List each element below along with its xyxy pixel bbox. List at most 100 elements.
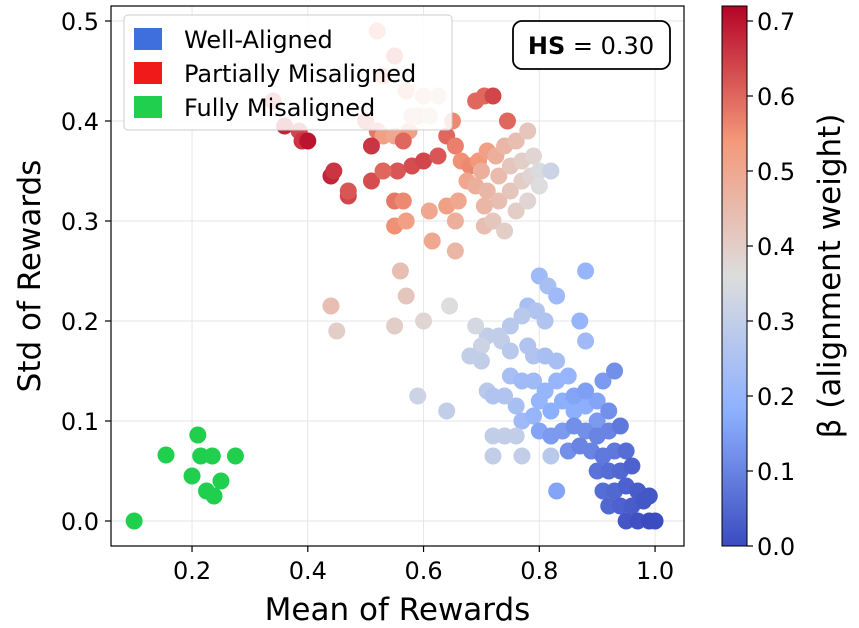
data-point	[623, 457, 641, 475]
data-point	[536, 312, 554, 330]
data-point	[389, 162, 406, 180]
data-point	[513, 447, 531, 465]
data-point	[394, 132, 412, 150]
data-point	[646, 512, 664, 530]
y-axis-label: Std of Rewards	[12, 160, 48, 393]
data-point	[507, 427, 525, 445]
data-point	[507, 132, 525, 150]
data-point	[548, 287, 566, 305]
data-point	[525, 372, 543, 390]
data-point	[472, 162, 490, 180]
colorbar-tick-label: 0.4	[757, 233, 795, 261]
data-point	[189, 426, 207, 444]
x-axis-label: Mean of Rewards	[265, 592, 531, 628]
data-point	[525, 147, 543, 165]
data-point	[577, 262, 595, 280]
y-tick-label: 0.4	[61, 108, 99, 136]
hs-box	[512, 20, 671, 70]
colorbar-tick-label: 0.3	[757, 308, 795, 336]
x-tick-label: 0.4	[289, 557, 327, 585]
data-point	[203, 447, 221, 465]
y-tick-label: 0.3	[61, 208, 99, 236]
colorbar-tick-label: 0.5	[757, 158, 795, 186]
data-point	[530, 392, 548, 410]
y-axis-ticks: 0.0 0.1 0.2 0.3 0.4 0.5	[61, 8, 111, 536]
hs-bold: HS	[528, 32, 565, 60]
x-tick-label: 1.0	[636, 557, 674, 585]
data-point	[415, 152, 433, 170]
data-point	[409, 387, 427, 405]
data-point	[496, 222, 514, 240]
data-point	[501, 317, 519, 335]
data-point	[467, 317, 485, 335]
data-point	[420, 202, 438, 220]
legend-label-fully-misaligned: Fully Misaligned	[184, 94, 375, 122]
legend-swatch-fully-misaligned	[134, 96, 162, 118]
colorbar-tick-label: 0.7	[757, 8, 795, 36]
data-point	[475, 197, 493, 215]
data-point	[559, 367, 577, 385]
plot-frame	[110, 5, 685, 547]
data-point	[205, 487, 223, 505]
data-point	[423, 232, 441, 250]
data-point	[484, 387, 502, 405]
data-point	[449, 192, 467, 210]
data-point	[484, 87, 502, 105]
legend-swatch-partially-misaligned	[134, 62, 162, 84]
data-point	[478, 182, 496, 200]
legend-label-well-aligned: Well-Aligned	[184, 26, 333, 54]
colorbar-ticks: 0.0 0.1 0.2 0.3 0.4 0.5 0.6 0.7	[747, 8, 795, 561]
data-point	[606, 362, 624, 380]
data-point	[594, 372, 612, 390]
data-point	[322, 297, 340, 315]
data-point	[446, 212, 464, 230]
data-point	[519, 192, 537, 210]
data-point	[484, 212, 502, 230]
colorbar-tick-label: 0.2	[757, 383, 795, 411]
data-point	[183, 467, 201, 485]
colorbar-label: β (alignment weight)	[812, 114, 848, 439]
hs-text: HS = 0.30	[528, 32, 654, 60]
data-point	[299, 132, 317, 150]
data-point	[548, 482, 566, 500]
data-point	[498, 112, 516, 130]
colorbar-tick-label: 0.1	[757, 458, 795, 486]
data-point	[571, 312, 589, 330]
data-point	[438, 402, 456, 420]
data-point	[490, 167, 508, 185]
data-point	[588, 412, 606, 430]
data-point	[391, 262, 409, 280]
data-point	[525, 407, 543, 425]
data-point	[634, 492, 652, 510]
data-point	[507, 202, 525, 220]
data-point	[577, 332, 595, 350]
data-point	[472, 337, 490, 355]
y-tick-label: 0.2	[61, 308, 99, 336]
x-tick-label: 0.2	[173, 557, 211, 585]
data-point	[501, 182, 519, 200]
data-point	[588, 392, 606, 410]
x-tick-label: 0.8	[520, 557, 558, 585]
data-point	[339, 182, 357, 200]
data-point	[362, 172, 380, 190]
data-point	[386, 317, 404, 335]
data-point	[530, 177, 548, 195]
data-point	[617, 442, 635, 460]
data-point	[472, 352, 490, 370]
x-tick-label: 0.6	[404, 557, 442, 585]
data-point	[397, 212, 415, 230]
data-point	[577, 382, 595, 400]
data-point	[490, 192, 508, 210]
data-point	[542, 447, 560, 465]
data-point	[441, 297, 459, 315]
data-point	[600, 402, 618, 420]
colorbar	[721, 5, 748, 547]
legend-box	[123, 14, 453, 131]
data-point	[542, 402, 560, 420]
data-point	[362, 137, 380, 155]
data-point	[325, 162, 343, 180]
data-point	[513, 307, 531, 325]
data-point	[212, 472, 230, 490]
data-point	[548, 352, 566, 370]
